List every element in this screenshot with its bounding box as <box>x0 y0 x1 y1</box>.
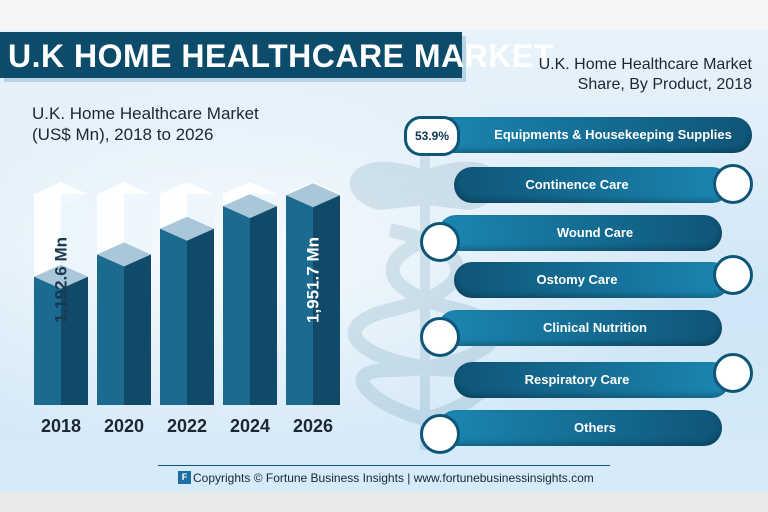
bar <box>97 254 124 405</box>
bar <box>160 228 187 405</box>
data-label: 1,192.6 Mn <box>52 237 71 323</box>
share-item-label: Ostomy Care <box>536 272 618 287</box>
bottom-strip <box>0 492 768 512</box>
share-item-circle <box>713 353 753 393</box>
share-item-label: Continence Care <box>525 177 629 192</box>
bar <box>34 276 61 405</box>
bar-chart-title-line2: (US$ Mn), 2018 to 2026 <box>32 125 214 144</box>
share-item-label: Clinical Nutrition <box>543 320 647 335</box>
share-item-circle <box>420 317 460 357</box>
share-item-continence: Continence Care <box>454 167 730 203</box>
share-item-label: Others <box>574 420 616 435</box>
bar-top <box>223 194 277 219</box>
share-item-label: Wound Care <box>556 225 634 240</box>
bar-top <box>160 216 214 241</box>
share-item-clinical: Clinical Nutrition <box>438 310 722 346</box>
x-tick-label: 2022 <box>167 416 207 436</box>
x-tick-label: 2026 <box>293 416 333 436</box>
page-title: U.K HOME HEALTHCARE MARKET <box>8 38 554 74</box>
x-tick-label: 2018 <box>41 416 81 436</box>
bar-chart-title-line1: U.K. Home Healthcare Market <box>32 104 259 123</box>
bar <box>286 195 313 405</box>
share-item-label: Respiratory Care <box>524 372 630 387</box>
share-item-respiratory: Respiratory Care <box>454 362 730 398</box>
share-item-circle <box>713 164 753 204</box>
bar-side <box>187 228 214 405</box>
bar-side <box>313 195 340 405</box>
x-tick-label: 2024 <box>230 416 270 436</box>
share-item-circle <box>420 414 460 454</box>
share-value-badge: 53.9% <box>404 116 460 156</box>
share-item-equipments: Equipments & Housekeeping Supplies <box>430 117 752 153</box>
bar-top <box>286 183 340 208</box>
bar-top <box>97 242 151 267</box>
share-item-others: Others <box>438 410 722 446</box>
x-tick-label: 2020 <box>104 416 144 436</box>
footer-divider <box>158 465 610 466</box>
share-chart-title-line1: U.K. Home Healthcare Market <box>538 56 752 73</box>
bar-side <box>250 206 277 405</box>
footer-copyright: Copyrights © Fortune Business Insights |… <box>193 471 594 485</box>
share-chart-title-line2: Share, By Product, 2018 <box>577 76 752 93</box>
bar-top <box>34 264 88 289</box>
bar-side <box>61 276 88 405</box>
bar <box>223 206 250 405</box>
share-item-ostomy: Ostomy Care <box>454 262 730 298</box>
share-item-circle <box>713 255 753 295</box>
share-item-label: Equipments & Housekeeping Supplies <box>494 127 732 142</box>
data-label: 1,951.7 Mn <box>304 237 323 323</box>
share-item-circle <box>420 222 460 262</box>
bar-side <box>124 254 151 405</box>
fortune-logo-icon: F <box>178 471 191 484</box>
title-banner: U.K HOME HEALTHCARE MARKET <box>0 32 553 78</box>
share-item-wound: Wound Care <box>438 215 722 251</box>
